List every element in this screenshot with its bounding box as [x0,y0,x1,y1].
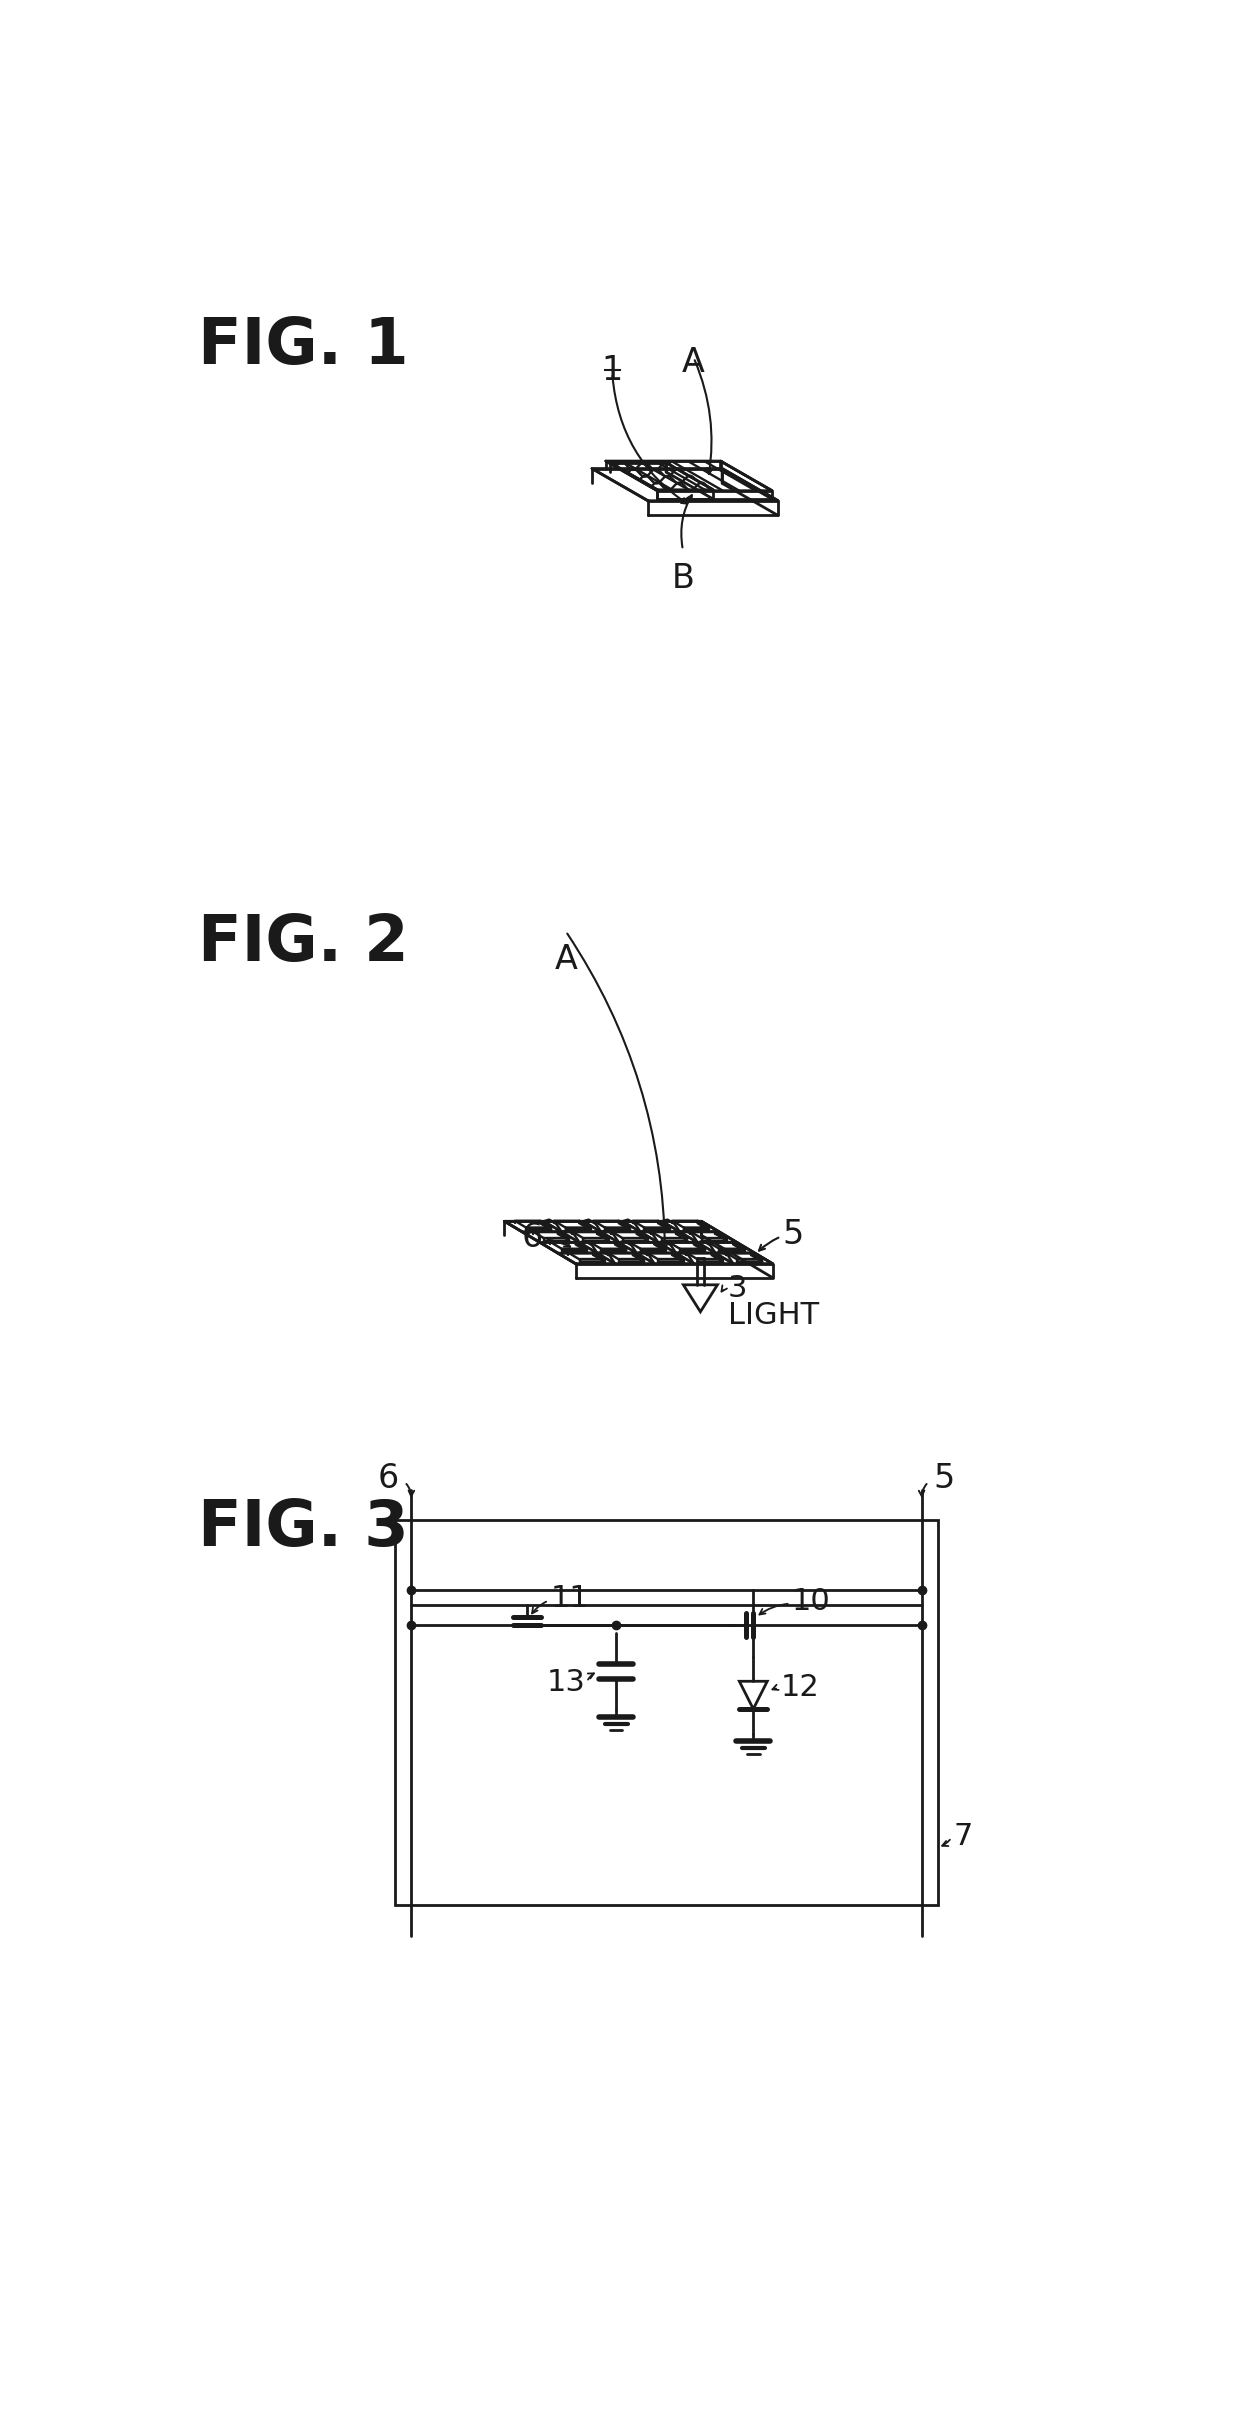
Text: 10: 10 [792,1588,831,1617]
Text: 7: 7 [954,1821,972,1851]
Text: FIG. 1: FIG. 1 [197,314,408,377]
Text: 11: 11 [551,1585,589,1614]
Text: 6: 6 [378,1461,399,1495]
Text: 12: 12 [780,1673,820,1702]
Text: 6: 6 [521,1222,543,1254]
Text: 5: 5 [934,1461,955,1495]
Text: LIGHT: LIGHT [728,1300,818,1330]
Bar [396,1519,937,1904]
Text: 5: 5 [782,1218,804,1252]
Text: 1: 1 [601,353,622,387]
Text: A: A [682,346,706,380]
Text: FIG. 2: FIG. 2 [197,913,408,974]
Text: 3: 3 [728,1274,746,1303]
Text: 13: 13 [547,1668,585,1697]
Text: FIG. 3: FIG. 3 [197,1498,408,1558]
Text: B: B [672,562,694,594]
Text: A: A [554,942,577,976]
